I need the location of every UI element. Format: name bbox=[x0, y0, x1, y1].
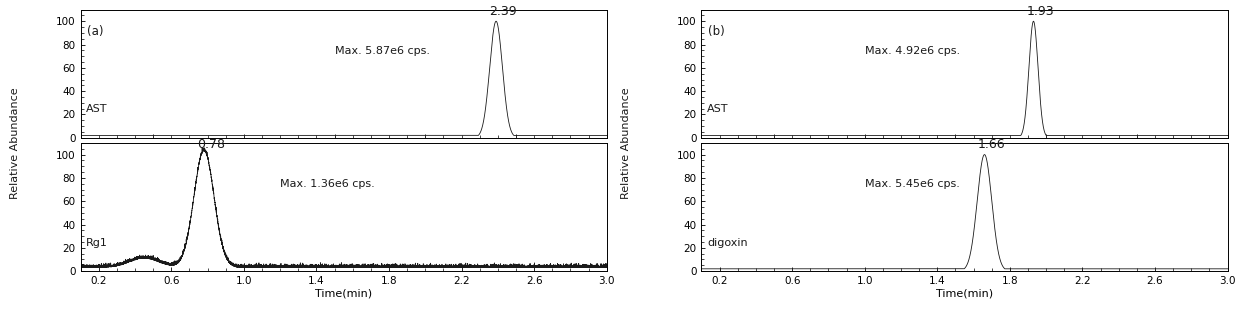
Text: Max. 1.36e6 cps.: Max. 1.36e6 cps. bbox=[280, 179, 374, 189]
Text: digoxin: digoxin bbox=[707, 238, 748, 248]
Text: Rg1: Rg1 bbox=[86, 238, 108, 248]
Text: Max. 4.92e6 cps.: Max. 4.92e6 cps. bbox=[864, 46, 960, 56]
X-axis label: Time(min): Time(min) bbox=[315, 289, 372, 299]
Text: AST: AST bbox=[707, 104, 728, 114]
Text: Relative Abundance: Relative Abundance bbox=[621, 88, 631, 199]
Text: Max. 5.45e6 cps.: Max. 5.45e6 cps. bbox=[864, 179, 960, 189]
Text: AST: AST bbox=[86, 104, 108, 114]
Text: Relative Abundance: Relative Abundance bbox=[10, 88, 20, 199]
Text: 1.66: 1.66 bbox=[978, 138, 1006, 151]
Text: Max. 5.87e6 cps.: Max. 5.87e6 cps. bbox=[335, 46, 429, 56]
Text: (a): (a) bbox=[87, 25, 103, 38]
Text: 2.39: 2.39 bbox=[490, 5, 517, 18]
X-axis label: Time(min): Time(min) bbox=[936, 289, 993, 299]
Text: (b): (b) bbox=[708, 25, 724, 38]
Text: 0.78: 0.78 bbox=[197, 138, 226, 151]
Text: 1.93: 1.93 bbox=[1027, 5, 1054, 18]
